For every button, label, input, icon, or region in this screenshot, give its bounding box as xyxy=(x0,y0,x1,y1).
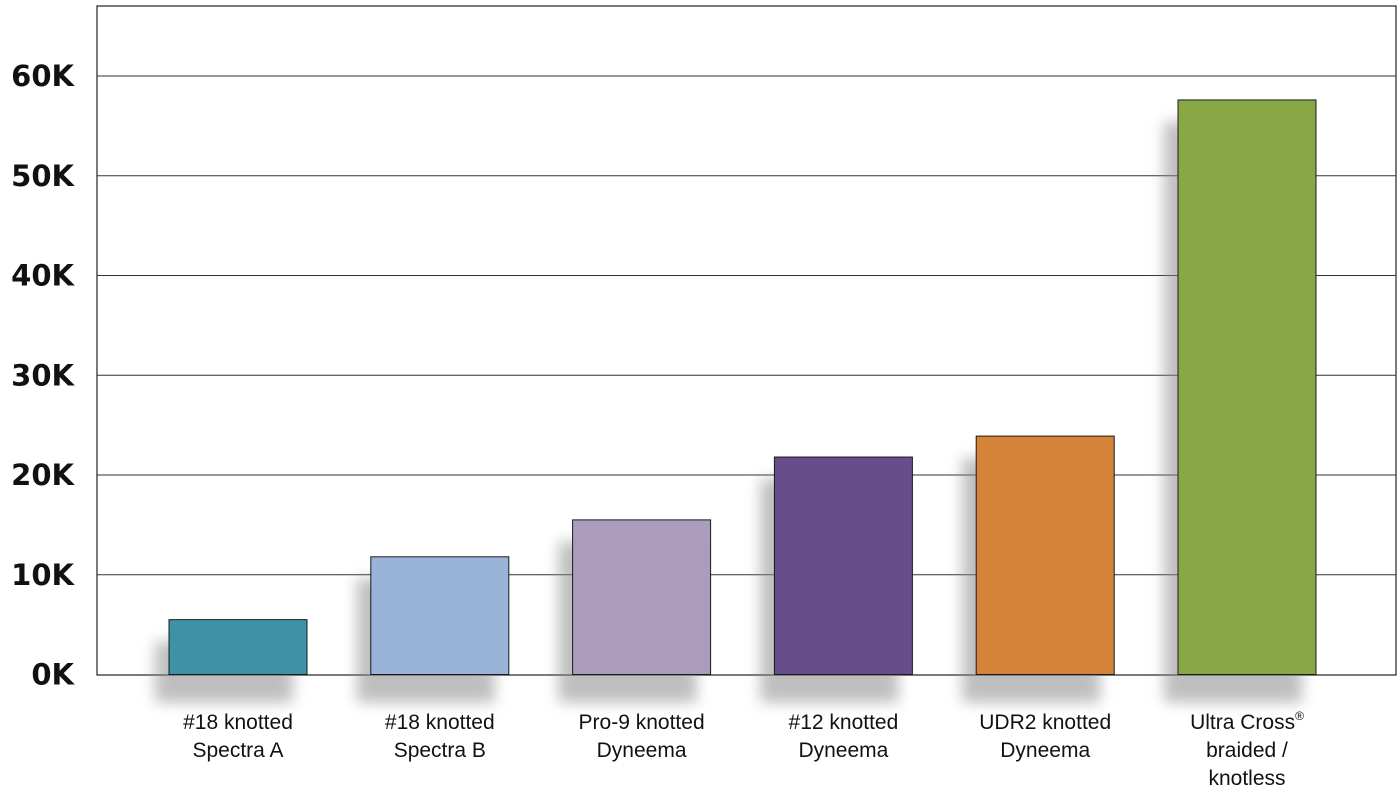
y-tick-label: 60K xyxy=(11,59,75,93)
x-category-label: Spectra B xyxy=(394,739,486,762)
y-tick-label: 10K xyxy=(11,558,75,592)
bar xyxy=(572,519,712,676)
x-category-label: Spectra A xyxy=(192,739,283,762)
x-category-label: Dyneema xyxy=(798,739,888,762)
x-category-label: #12 knotted xyxy=(789,711,899,734)
x-category-labels: #18 knotted Spectra A #18 knotted Spectra B… xyxy=(183,709,1304,790)
x-category-label: #18 knotted xyxy=(183,711,293,734)
y-tick-label: 40K xyxy=(11,259,75,293)
y-tick-label: 20K xyxy=(11,458,75,492)
bars xyxy=(168,99,1317,676)
bar xyxy=(773,456,913,676)
x-category-label: braided / xyxy=(1206,739,1288,762)
x-category-label: Ultra Cross® xyxy=(1190,709,1304,734)
x-category-label: Pro-9 knotted xyxy=(579,711,705,734)
y-tick-label: 0K xyxy=(31,658,75,692)
bar xyxy=(975,435,1115,675)
bar xyxy=(1177,99,1317,675)
bar xyxy=(168,619,308,676)
x-category-label: UDR2 knotted xyxy=(979,711,1111,734)
bar xyxy=(370,556,510,675)
x-category-label: #18 knotted xyxy=(385,711,495,734)
y-tick-label: 50K xyxy=(11,159,75,193)
y-tick-label: 30K xyxy=(11,358,75,392)
x-category-label: Dyneema xyxy=(597,739,687,762)
x-category-label: knotless xyxy=(1208,767,1285,790)
y-tick-labels: 0K 10K 20K 30K 40K 50K 60K xyxy=(11,59,75,692)
x-category-label: Dyneema xyxy=(1000,739,1090,762)
